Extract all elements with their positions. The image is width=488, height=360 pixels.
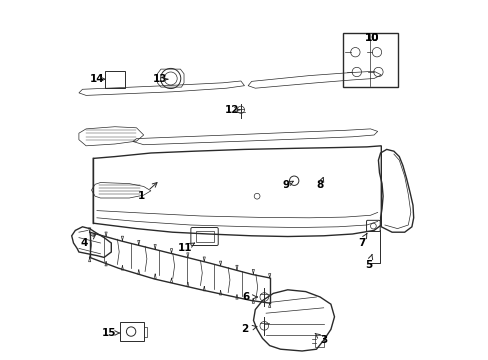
Text: 13: 13 [152, 74, 167, 84]
Text: 8: 8 [316, 180, 323, 190]
Text: 3: 3 [320, 335, 326, 345]
Text: 10: 10 [365, 33, 379, 43]
Text: 7: 7 [357, 238, 365, 248]
Text: 14: 14 [89, 74, 104, 84]
Text: 6: 6 [242, 292, 249, 302]
Text: 12: 12 [224, 105, 239, 115]
Text: 2: 2 [241, 324, 247, 334]
Text: 9: 9 [282, 180, 289, 190]
Text: 5: 5 [365, 260, 371, 270]
Text: 11: 11 [178, 243, 192, 253]
Text: 15: 15 [102, 328, 117, 338]
Text: 10: 10 [365, 33, 379, 43]
Text: 1: 1 [138, 191, 145, 201]
Text: 4: 4 [81, 238, 88, 248]
